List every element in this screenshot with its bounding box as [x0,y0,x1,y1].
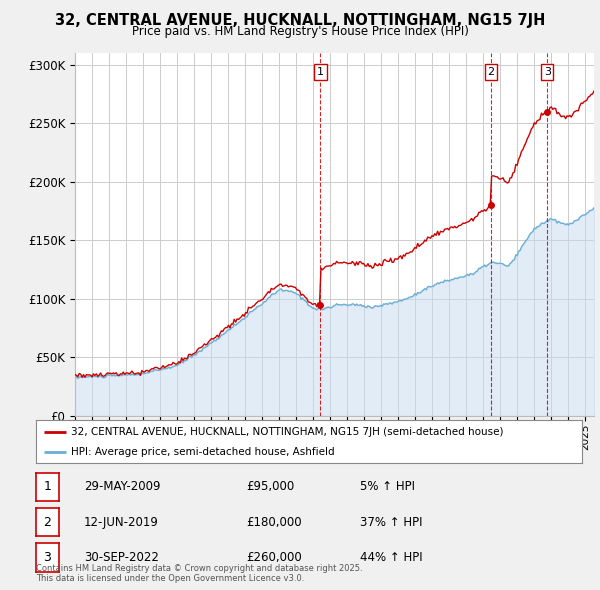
Text: 5% ↑ HPI: 5% ↑ HPI [360,480,415,493]
Text: 3: 3 [544,67,551,77]
Text: 32, CENTRAL AVENUE, HUCKNALL, NOTTINGHAM, NG15 7JH: 32, CENTRAL AVENUE, HUCKNALL, NOTTINGHAM… [55,13,545,28]
Text: 30-SEP-2022: 30-SEP-2022 [84,551,159,564]
Text: 3: 3 [43,551,52,564]
Text: £260,000: £260,000 [246,551,302,564]
Text: 1: 1 [317,67,324,77]
Text: Price paid vs. HM Land Registry's House Price Index (HPI): Price paid vs. HM Land Registry's House … [131,25,469,38]
Text: 12-JUN-2019: 12-JUN-2019 [84,516,159,529]
Text: 32, CENTRAL AVENUE, HUCKNALL, NOTTINGHAM, NG15 7JH (semi-detached house): 32, CENTRAL AVENUE, HUCKNALL, NOTTINGHAM… [71,427,504,437]
Text: HPI: Average price, semi-detached house, Ashfield: HPI: Average price, semi-detached house,… [71,447,335,457]
Text: Contains HM Land Registry data © Crown copyright and database right 2025.
This d: Contains HM Land Registry data © Crown c… [36,563,362,583]
Text: 37% ↑ HPI: 37% ↑ HPI [360,516,422,529]
Text: 2: 2 [487,67,494,77]
Text: 1: 1 [43,480,52,493]
Text: 44% ↑ HPI: 44% ↑ HPI [360,551,422,564]
Text: £180,000: £180,000 [246,516,302,529]
Text: 29-MAY-2009: 29-MAY-2009 [84,480,161,493]
Text: £95,000: £95,000 [246,480,294,493]
Text: 2: 2 [43,516,52,529]
